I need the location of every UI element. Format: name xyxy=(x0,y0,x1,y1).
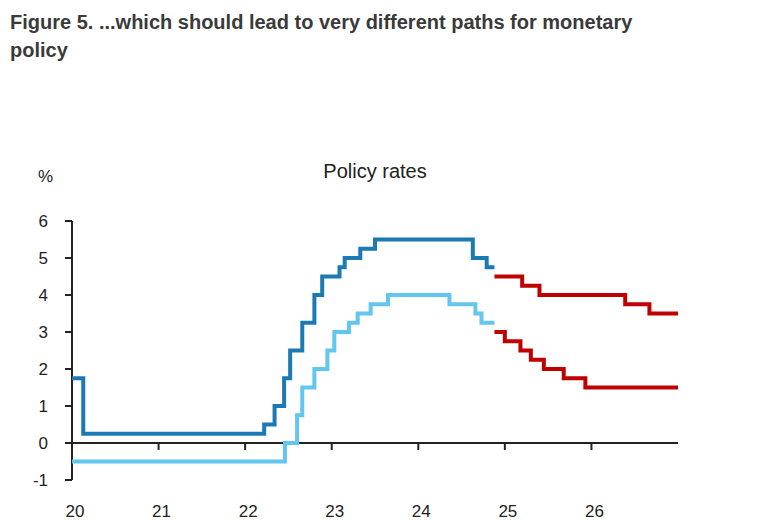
y-axis-label: % xyxy=(38,167,53,186)
x-tick-label: 24 xyxy=(412,502,431,520)
y-tick-label: 3 xyxy=(39,323,48,342)
y-tick-label: 2 xyxy=(39,360,48,379)
x-tick-label: 20 xyxy=(66,502,85,520)
chart-canvas: Policy rates%-1012345620212223242526 xyxy=(0,0,780,520)
plot-area xyxy=(72,240,678,462)
y-tick xyxy=(65,479,72,481)
y-tick-label: -1 xyxy=(33,471,48,490)
chart-title: Figure 5. ...which should lead to very d… xyxy=(10,8,690,64)
y-tick xyxy=(65,294,72,296)
y-tick-label: 0 xyxy=(39,434,48,453)
series-line xyxy=(494,277,678,314)
y-tick-label: 1 xyxy=(39,397,48,416)
y-tick xyxy=(65,331,72,333)
x-tick-label: 22 xyxy=(239,502,258,520)
series-line xyxy=(72,240,494,434)
y-tick xyxy=(65,405,72,407)
x-tick-label: 25 xyxy=(498,502,517,520)
x-tick xyxy=(158,443,160,450)
x-tick-label: 21 xyxy=(152,502,171,520)
series-line xyxy=(494,332,678,388)
x-tick xyxy=(590,443,592,450)
series-line xyxy=(72,295,494,462)
x-tick xyxy=(504,443,506,450)
x-tick xyxy=(331,443,333,450)
y-tick xyxy=(65,220,72,222)
x-axis xyxy=(72,442,678,444)
x-tick xyxy=(244,443,246,450)
subtitle: Policy rates xyxy=(323,160,426,182)
y-axis xyxy=(71,221,73,480)
y-tick xyxy=(65,368,72,370)
x-tick-label: 23 xyxy=(325,502,344,520)
y-tick-label: 4 xyxy=(39,286,48,305)
x-tick-label: 26 xyxy=(585,502,604,520)
y-tick-label: 5 xyxy=(39,249,48,268)
x-tick xyxy=(71,443,73,450)
x-tick xyxy=(417,443,419,450)
y-tick xyxy=(65,257,72,259)
y-tick xyxy=(65,442,72,444)
y-tick-label: 6 xyxy=(39,212,48,231)
